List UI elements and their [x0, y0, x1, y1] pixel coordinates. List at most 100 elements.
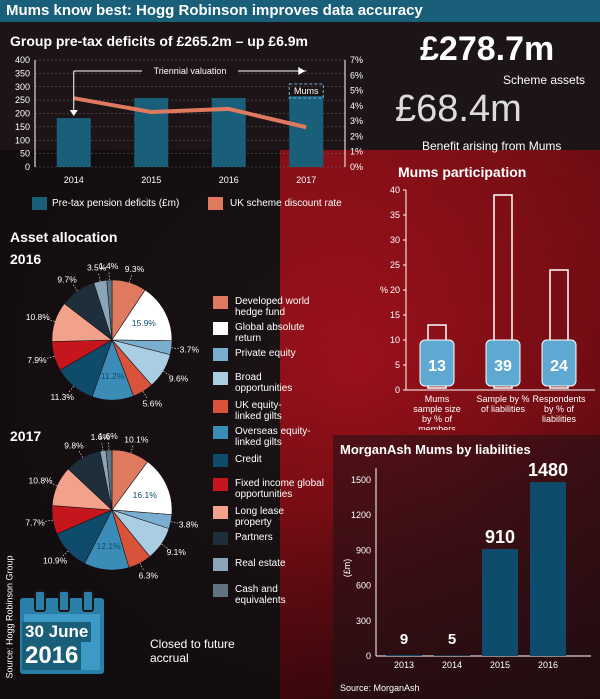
legend-label: UK equity-linked gilts [235, 400, 282, 422]
mums-box [288, 83, 324, 99]
benefit-label: Benefit arising from Mums [422, 139, 562, 153]
legend-label-line: Cash and [235, 584, 278, 595]
y-tick-label: 350 [15, 68, 30, 78]
legend-label: Long lease property [235, 506, 284, 528]
legend-label-line: linked gilts [235, 411, 282, 422]
participation-x-label: by % of [422, 414, 453, 424]
y-tick-label: 50 [20, 149, 30, 159]
discount-rate-line [73, 96, 307, 130]
benefit-value: £68.4m [395, 88, 522, 130]
legend-label-deficit: Pre-tax pension deficits (£m) [52, 198, 180, 209]
y-tick-label: 1200 [351, 510, 371, 520]
pie-slice [111, 289, 173, 342]
legend-swatch [213, 426, 228, 439]
deficits-heading: Group pre-tax deficits of £265.2m – up £… [10, 33, 308, 49]
y-tick-label: 0 [25, 162, 30, 172]
pie-leader [142, 391, 148, 399]
legend-label: Cash and equivalents [235, 584, 286, 606]
y-tick-label: 20 [390, 285, 400, 295]
pie-leader [44, 519, 53, 522]
closed-date-line2: 2016 [22, 642, 82, 670]
legend-label: Broad opportunities [235, 372, 292, 394]
pie-label: 12.1% [97, 541, 122, 551]
pie-label: 1.6% [98, 431, 118, 441]
legend-swatch [213, 532, 228, 545]
pie-label: 1.4% [99, 261, 119, 271]
y-tick-label: 200 [15, 109, 30, 119]
x-tick-label: 2016 [219, 175, 239, 185]
x-tick-label: 2014 [64, 175, 84, 185]
pie-chart-2017: 10.1% 16.1% 3.8% 9.1% 6.3% 12.1% 10.9% 7.7% 10.8… [25, 431, 198, 580]
pie-label: 7.9% [27, 355, 47, 365]
y-unit-label: (£m) [342, 559, 352, 578]
pie-leader [46, 356, 55, 359]
participation-handle [549, 269, 569, 389]
participation-x-label: liabilities [542, 414, 577, 424]
legend-label-line: Global absolute [235, 322, 305, 333]
pie-leader [171, 347, 180, 350]
y-tick-label: 400 [15, 55, 30, 65]
pie-label: 5.6% [143, 398, 163, 408]
y-tick-label: 25 [390, 260, 400, 270]
pie-label: 9.3% [125, 264, 145, 274]
y2-tick-label: 0% [350, 162, 363, 172]
legend-label-line: Long lease [235, 506, 284, 517]
participation-value-label: 39 [494, 358, 512, 375]
legend-label-line: UK equity- [235, 400, 282, 411]
pie-leader [161, 543, 169, 549]
y-tick-label: 15 [390, 310, 400, 320]
y2-tick-label: 2% [350, 131, 363, 141]
suitcase-bar [419, 339, 455, 387]
year-2016-label: 2016 [10, 251, 42, 267]
legend-label-discount-rate: UK scheme discount rate [230, 198, 342, 209]
legend-swatch [213, 506, 228, 519]
participation-x-label: Sample by % [476, 394, 529, 404]
legend-swatch [213, 400, 228, 413]
legend-label: Fixed income global opportunities [235, 478, 324, 500]
participation-value-label: 13 [428, 358, 446, 375]
deficit-bar [56, 118, 91, 167]
legend-label-line: equivalents [235, 595, 286, 606]
triennial-label: Triennial valuation [154, 66, 227, 76]
pie-label: 15.9% [132, 318, 157, 328]
legend-label-line: Fixed income global [235, 478, 324, 489]
y-tick-label: 30 [390, 235, 400, 245]
pie-label: 11.3% [50, 392, 74, 402]
pie-leader [170, 521, 179, 524]
pie-leader [49, 482, 58, 487]
legend-swatch [213, 478, 228, 491]
y-unit-label: % [380, 285, 388, 295]
legend-swatch [213, 454, 228, 467]
legend-swatch-deficit [32, 197, 47, 210]
x-tick-label: 2015 [141, 175, 161, 185]
legend-label-line: Credit [235, 454, 262, 465]
page-title: Mums know best: Hogg Robinson improves d… [6, 2, 423, 19]
annotation-bg [142, 64, 238, 77]
participation-x-label: by % of [544, 404, 575, 414]
morganash-source: Source: MorganAsh [340, 683, 420, 693]
y-tick-label: 10 [390, 335, 400, 345]
participation-value-label: 24 [550, 358, 568, 375]
pie-label: 11.2% [101, 371, 125, 381]
legend-label-line: opportunities [235, 383, 293, 394]
morganash-value-label: 9 [400, 631, 408, 648]
x-tick-label: 2017 [296, 175, 316, 185]
deficit-bar [289, 96, 324, 167]
pie-label: 3.5% [87, 262, 107, 272]
pie-label: 9.7% [57, 274, 77, 284]
morganash-value-label: 1480 [528, 460, 568, 480]
legend-swatch [213, 584, 228, 597]
pie-label: 3.7% [180, 345, 200, 355]
y2-tick-label: 4% [350, 101, 363, 111]
legend-label-line: Partners [235, 532, 273, 543]
pie-label: 10.9% [43, 556, 68, 566]
arrow-head [298, 67, 306, 75]
x-tick-label: 2014 [442, 660, 462, 670]
pie-slice [111, 461, 173, 515]
legend-label-line: Overseas equity- [235, 426, 311, 437]
suitcase-bar [485, 339, 521, 387]
y-tick-label: 900 [356, 545, 371, 555]
y-tick-label: 300 [15, 82, 30, 92]
title-bar: Mums know best: Hogg Robinson improves d… [0, 0, 600, 22]
